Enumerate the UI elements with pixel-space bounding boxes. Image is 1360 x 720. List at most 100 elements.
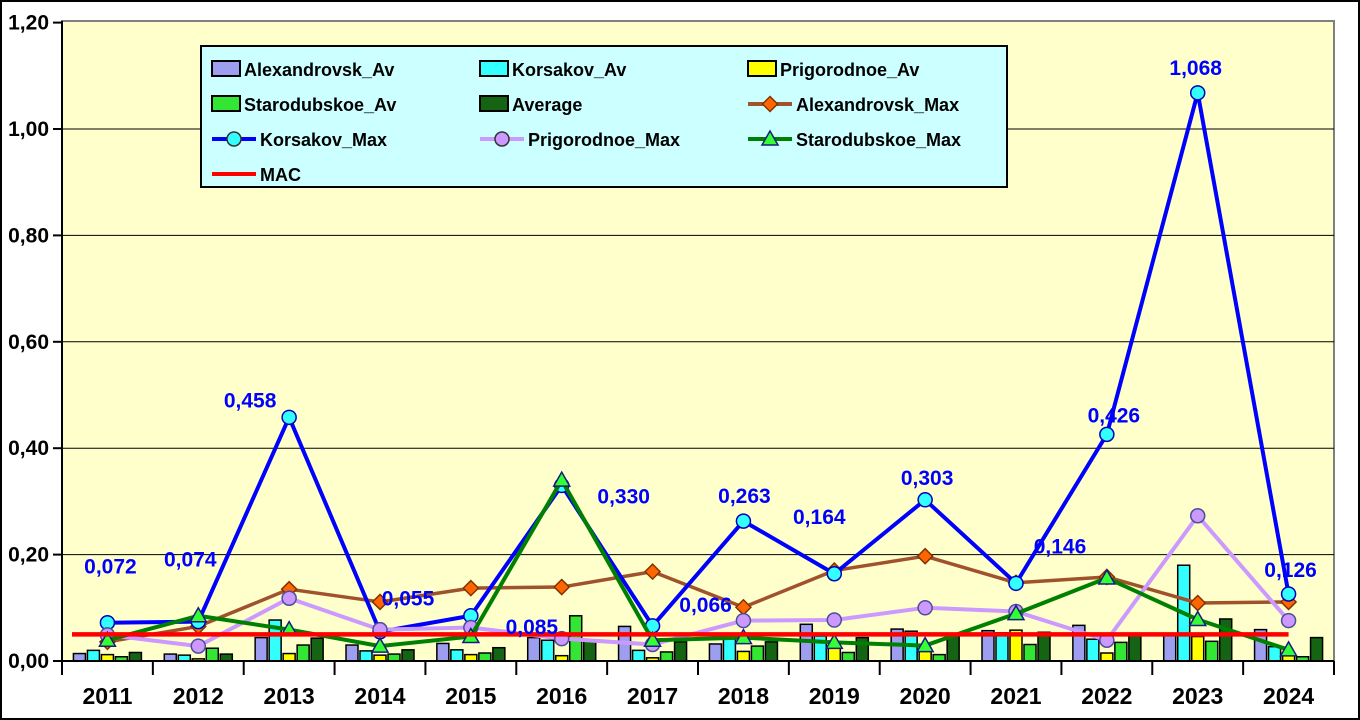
legend-swatch [211,95,241,112]
legend-label: Average [512,95,582,115]
marker-diamond [761,95,779,113]
x-tick-label: 2019 [809,683,860,709]
bar-korsakov_av-2014 [359,650,373,662]
bar-prigorodnoe_av-2013 [282,652,296,662]
x-tick-label: 2020 [900,683,951,709]
marker-circle [1189,85,1206,101]
legend-label: Korsakov_Max [260,130,387,150]
x-tick-label: 2015 [445,683,496,709]
legend-item-starodubskoe-av: Starodubskoe_Av [211,95,396,115]
bar-prigorodnoe_av-2023 [1190,635,1205,662]
marker-circle [735,513,752,529]
marker-triangle [1097,568,1117,585]
legend-label: Starodubskoe_Av [244,95,396,115]
marker-circle [494,131,510,147]
line-path [107,554,1289,644]
marker-circle [1280,586,1297,602]
bar-average-2013 [310,637,324,662]
bar-starodubskoe_av-2019 [841,651,856,662]
y-tick-label: 1,20 [8,12,49,35]
x-tick-label: 2016 [536,683,587,709]
marker-triangle [188,606,208,623]
bar-average-2023 [1218,618,1233,662]
bar-average-2024 [1309,636,1324,662]
legend-box [200,45,1008,188]
y-tick-label: 0,40 [8,437,49,460]
data-label: 1,068 [1169,57,1222,80]
x-tick-label: 2018 [718,683,769,709]
legend-item-starodubskoe-max: Starodubskoe_Max [748,129,961,150]
bar-alexandrovsk_av-2012 [163,653,178,662]
bar-starodubskoe_av-2017 [659,651,674,662]
bar-alexandrovsk_av-2013 [254,636,268,662]
legend-item-alexandrovsk-av: Alexandrovsk_Av [211,60,394,80]
data-label: 0,072 [84,556,137,579]
marker-triangle [824,632,844,650]
marker-triangle [98,630,117,648]
marker-circle [1280,612,1297,629]
marker-diamond [462,579,480,597]
legend: Alexandrovsk_Av Korsakov_Av Prigorodnoe_Av… [200,45,1008,188]
marker-triangle [1188,609,1208,627]
legend-swatch [479,95,509,112]
y-tick-label: 0,60 [8,331,49,354]
marker-triangle [643,630,662,648]
legend-label: Prigorodnoe_Max [528,130,680,150]
x-tick-label: 2022 [1081,683,1132,709]
data-label: 0,263 [718,485,771,508]
legend-item-korsakov-max: Korsakov_Max [212,130,387,150]
marker-triangle [760,129,780,146]
bar-starodubskoe_av-2021 [1023,643,1037,662]
bar-alexandrovsk_av-2014 [345,644,359,662]
data-labels: 0,072 0,074 0,458 0,055 0,085 0,330 0,066 0,263… [84,57,1317,639]
legend-label: Alexandrovsk_Av [244,60,394,80]
data-label: 0,303 [901,467,954,490]
bar-starodubskoe_av-2013 [296,644,310,662]
y-tick-label: 1,00 [8,118,49,141]
bar-korsakov_av-2021 [995,632,1009,662]
marker-circle [1099,426,1115,443]
y-tick-label: 0,80 [8,224,49,247]
marker-diamond [371,593,389,611]
marker-circle [281,590,297,606]
marker-diamond [916,547,934,565]
legend-swatch [479,60,509,77]
x-axis: 2011 2012 2013 2014 2015 2016 2017 2018 2019 2020… [61,21,1335,709]
bar-prigorodnoe_av-2022 [1100,652,1114,662]
bar-average-2016 [582,640,597,662]
line-path [107,90,1291,634]
marker-diamond [553,578,571,596]
bar-starodubskoe_av-2012 [205,647,220,662]
marker-circle [281,409,297,426]
bar-average-2017 [673,641,688,662]
bar-alexandrovsk_av-2023 [1162,634,1177,662]
x-tick-label: 2024 [1263,683,1314,709]
legend-item-prigorodnoe-av: Prigorodnoe_Av [747,60,919,80]
marker-triangle [1279,640,1298,657]
bar-average-2019 [855,636,870,662]
marker-circle [826,566,843,582]
legend-label: Prigorodnoe_Av [780,60,919,80]
bar-alexandrovsk_av-2011 [72,652,87,662]
bar-starodubskoe_av-2018 [750,645,765,662]
marker-circle [826,612,843,628]
bar-average-2014 [401,649,415,662]
series-korsakov-av-bars [86,564,1282,662]
marker-triangle [1006,604,1026,621]
bar-prigorodnoe_av-2019 [827,646,842,662]
data-label: 0,426 [1088,404,1141,427]
bar-alexandrovsk_av-2018 [708,643,723,662]
marker-circle [190,638,207,654]
legend-label: Korsakov_Av [512,60,626,80]
marker-circle [226,131,242,147]
marker-diamond [644,563,662,581]
marker-triangle [552,470,572,487]
data-label: 0,085 [506,616,559,639]
bar-korsakov_av-2024 [1267,645,1282,662]
bar-korsakov_av-2011 [86,649,101,662]
x-tick-label: 2014 [354,683,405,709]
bar-average-2022 [1128,633,1142,662]
data-label: 0,126 [1264,559,1317,582]
